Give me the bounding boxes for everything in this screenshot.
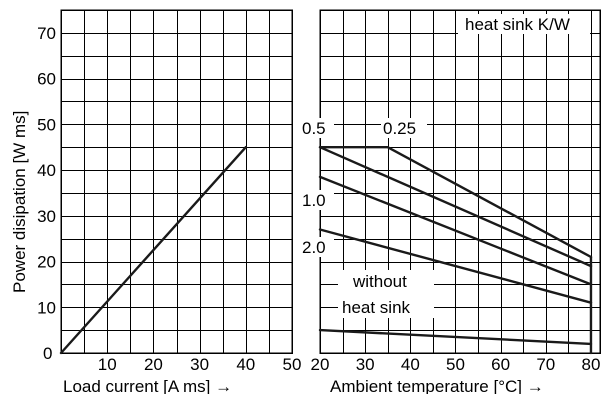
label-20-background bbox=[300, 237, 334, 257]
series-label-10: 1.0 bbox=[302, 191, 326, 210]
right-x-axis-label: Ambient temperature [°C] → bbox=[330, 377, 544, 394]
right-x-tick-label: 50 bbox=[446, 355, 465, 374]
left-y-tick-label: 70 bbox=[37, 24, 56, 43]
left-x-tick-label: 50 bbox=[283, 355, 302, 374]
right-series-line bbox=[318, 228, 593, 304]
legend-title: heat sink K/W bbox=[465, 15, 570, 34]
without-heat-sink-background bbox=[338, 270, 434, 318]
left-x-tick-label: 30 bbox=[190, 355, 209, 374]
left-y-tick-label: 50 bbox=[37, 115, 56, 134]
left-x-axis-label: Load current [A ms] → bbox=[63, 377, 232, 394]
left-y-tick-label: 40 bbox=[37, 161, 56, 180]
left-series-line bbox=[59, 146, 247, 355]
series-label-025: 0.25 bbox=[383, 119, 416, 138]
left-x-tick-label: 10 bbox=[98, 355, 117, 374]
right-series-line bbox=[318, 146, 593, 268]
right-series-line bbox=[318, 146, 593, 259]
left-series bbox=[59, 146, 247, 355]
series-label-heat-sink: heat sink bbox=[342, 298, 411, 317]
left-x-tick-label: 40 bbox=[236, 355, 255, 374]
left-y-tick-label: 20 bbox=[37, 253, 56, 272]
right-x-tick-labels: 20 30 40 50 60 70 80 bbox=[311, 355, 601, 374]
left-x-tick-labels: 10 20 30 40 50 bbox=[98, 355, 302, 374]
series-label-without: without bbox=[352, 272, 407, 291]
left-plot-frame bbox=[60, 9, 293, 354]
series-label-05: 0.5 bbox=[302, 119, 326, 138]
legend-title-background bbox=[458, 14, 590, 34]
left-y-tick-labels: 10 20 30 40 50 60 70 bbox=[37, 24, 56, 317]
right-plot-frame bbox=[319, 9, 601, 354]
right-series-line bbox=[318, 328, 593, 346]
right-x-tick-label: 40 bbox=[401, 355, 420, 374]
right-series bbox=[318, 146, 593, 355]
label-025-background bbox=[381, 118, 427, 138]
left-y-axis-label: Power disipation [W ms] bbox=[10, 111, 29, 293]
label-05-background bbox=[300, 118, 334, 138]
left-y-tick-label: 60 bbox=[37, 70, 56, 89]
right-x-tick-label: 20 bbox=[311, 355, 330, 374]
left-grid bbox=[61, 10, 292, 353]
right-chart: 20 30 40 50 60 70 80 Ambient temperature [°C] … bbox=[300, 9, 601, 394]
left-x-tick-label: 20 bbox=[144, 355, 163, 374]
right-x-tick-label: 30 bbox=[356, 355, 375, 374]
left-chart: 10 20 30 40 50 10 20 30 40 50 60 70 0 Load current… bbox=[10, 9, 302, 394]
right-x-tick-label: 80 bbox=[582, 355, 601, 374]
left-y-tick-label: 30 bbox=[37, 207, 56, 226]
label-10-background bbox=[300, 190, 334, 210]
right-x-tick-label: 70 bbox=[536, 355, 555, 374]
right-series-line bbox=[318, 175, 593, 286]
right-x-tick-label: 60 bbox=[491, 355, 510, 374]
series-label-20: 2.0 bbox=[302, 238, 326, 257]
origin-tick-label: 0 bbox=[43, 344, 52, 363]
left-y-tick-label: 10 bbox=[37, 298, 56, 317]
